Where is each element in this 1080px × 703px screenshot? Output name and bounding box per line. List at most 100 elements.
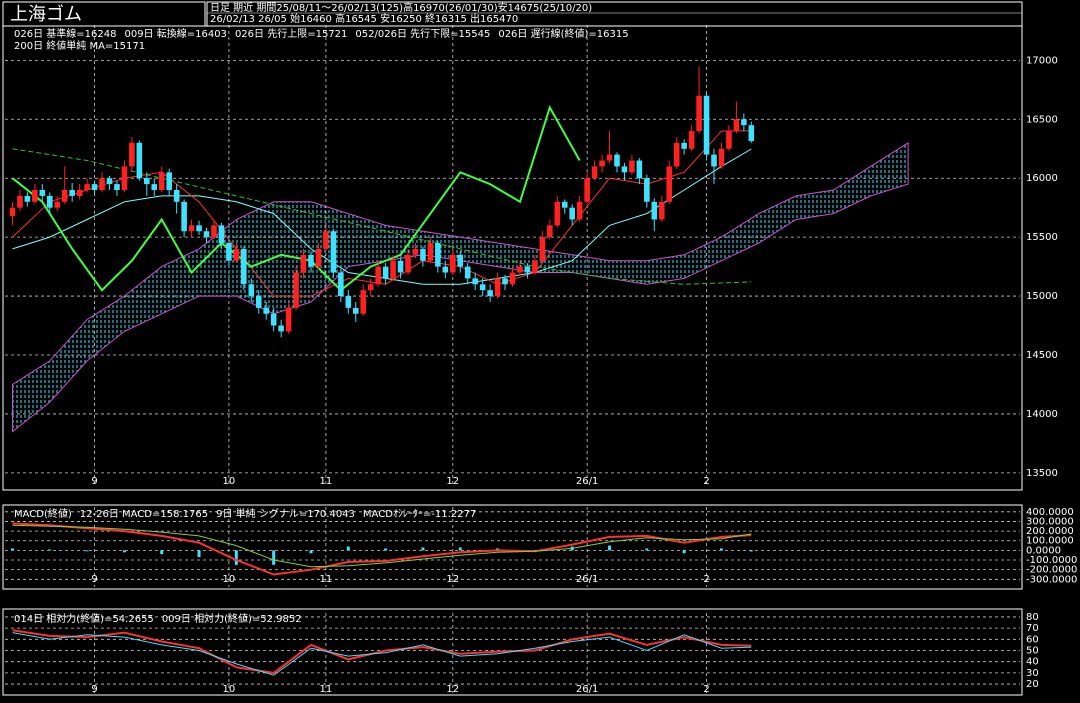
candle-body (673, 142, 680, 167)
y-tick-label: 300.0000 (1026, 516, 1074, 527)
candle-body (748, 125, 755, 142)
x-tick-label: 12 (446, 476, 459, 487)
candle-body (173, 190, 180, 202)
candle-body (517, 266, 523, 273)
candle-body (658, 201, 665, 220)
series-line (11, 105, 581, 292)
legend-entry: MACDｵｼﾚｰﾀｰ=-11.2277 (363, 508, 476, 520)
series-line (12, 629, 752, 674)
candle-body (733, 119, 740, 132)
candle-body (54, 201, 61, 208)
y-tick-label: 15000 (1026, 291, 1058, 302)
candle-body (106, 178, 113, 185)
histogram-bar (48, 549, 52, 551)
x-tick-label: 10 (223, 684, 236, 695)
candle-body (24, 195, 31, 202)
legend-entry: 009日 相対力(終値)=52.9852 (162, 612, 302, 625)
candle-body (338, 272, 344, 297)
candle-body (561, 201, 568, 208)
candle-body (248, 284, 255, 297)
candle-body (129, 142, 135, 167)
period-info: 日足 期近 期間25/08/11～26/02/13(125)高16970(26/… (210, 1, 592, 14)
candle-body (464, 266, 471, 279)
candle-body (547, 225, 553, 238)
candle-body (211, 225, 217, 238)
legend-entry: 014日 相対力(終値)=54.2655 (14, 612, 154, 625)
legend-entry: 026日 基準線=16248 (14, 27, 116, 40)
legend-entry: 052/026日 先行下限=15545 (355, 27, 490, 40)
legend-entry: 026日 先行上限=15721 (235, 27, 347, 40)
candle-body (472, 278, 478, 285)
y-tick-label: 14000 (1026, 409, 1058, 420)
candle-body (323, 231, 329, 249)
histogram-bar (234, 550, 238, 565)
candle-body (644, 178, 650, 202)
y-tick-label: 20 (1026, 679, 1039, 690)
rsi-panel-frame (2, 608, 1023, 696)
y-tick-label: 50 (1026, 645, 1039, 656)
candle-body (576, 201, 583, 220)
candle-body (457, 254, 464, 267)
candle-body (382, 266, 389, 279)
x-tick-label: 11 (320, 476, 333, 487)
histogram-bar (122, 550, 126, 553)
histogram-bar (645, 548, 649, 551)
candle-body (226, 243, 232, 261)
candle-body (181, 201, 187, 232)
y-tick-label: 40 (1026, 657, 1039, 668)
candle-body (614, 154, 620, 167)
candle-body (330, 231, 337, 273)
candle-body (479, 284, 486, 291)
series-line (12, 148, 752, 285)
candle-body (263, 307, 270, 314)
candle-body (285, 307, 292, 332)
candle-body (524, 266, 531, 273)
candle-body (681, 142, 687, 149)
histogram-bar (384, 548, 388, 551)
candle-body (397, 260, 404, 273)
candle-body (412, 248, 419, 255)
candle-body (99, 178, 105, 190)
y-tick-label: -300.0000 (1026, 574, 1077, 585)
candle-body (166, 172, 172, 190)
candle-body (144, 178, 150, 185)
histogram-bar (197, 550, 201, 558)
candle-body (84, 184, 90, 190)
x-tick-label: 26/1 (576, 476, 598, 487)
y-tick-label: 100.0000 (1026, 536, 1074, 547)
candle-body (278, 325, 284, 332)
candle-body (726, 131, 732, 149)
candle-body (487, 290, 493, 297)
chart-title: 上海ゴム (10, 4, 82, 25)
y-tick-label: 200.0000 (1026, 526, 1074, 537)
histogram-bar (608, 545, 612, 551)
main-panel-frame (2, 25, 1023, 491)
y-tick-label: 60 (1026, 634, 1039, 645)
candle-body (621, 166, 628, 173)
candle-body (696, 95, 702, 132)
x-tick-label: 9 (91, 476, 97, 487)
legend-entry: MACD(終値) (14, 507, 72, 520)
histogram-bar (458, 547, 462, 551)
candle-body (435, 243, 441, 267)
candle-body (427, 243, 434, 261)
y-tick-label: 80 (1026, 612, 1039, 623)
candle-body (666, 166, 673, 202)
candle-body (599, 160, 605, 167)
candle-body (218, 225, 225, 244)
candle-body (688, 131, 695, 149)
series-line (12, 632, 752, 676)
candle-body (17, 195, 23, 208)
histogram-bar (682, 550, 686, 554)
candle-body (46, 195, 53, 208)
candle-body (233, 248, 240, 261)
candle-body (9, 207, 16, 216)
candle-body (741, 119, 747, 126)
histogram-bar (10, 548, 14, 551)
candle-body (91, 184, 98, 190)
candle-body (636, 160, 643, 179)
candle-body (196, 225, 202, 232)
candle-body (300, 254, 307, 273)
